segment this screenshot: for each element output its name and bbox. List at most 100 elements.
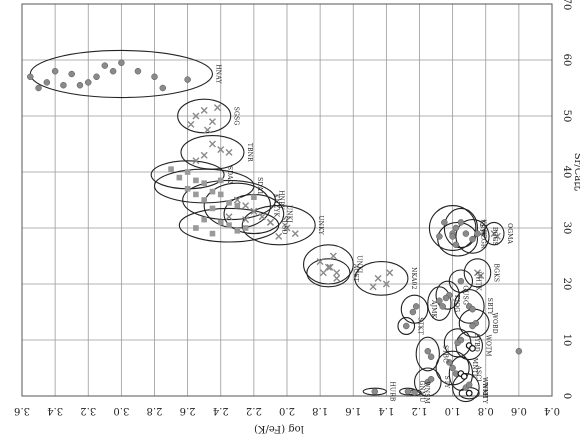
group-ellipse (303, 244, 354, 285)
group-label: GNMU (418, 380, 425, 402)
x-tick-label: 2.8 (147, 405, 163, 416)
y-tick-label: 60 (561, 54, 572, 67)
group-label: ASCI (475, 364, 482, 382)
data-point (386, 269, 394, 277)
data-point (201, 216, 207, 223)
data-point (369, 283, 377, 291)
data-point (374, 274, 382, 282)
group-ellipse (362, 387, 387, 396)
data-point (60, 81, 67, 89)
data-point (76, 81, 84, 89)
data-point (208, 140, 216, 148)
data-point (452, 224, 460, 232)
data-point (225, 213, 233, 221)
data-point (469, 345, 476, 352)
group-ellipse (306, 258, 351, 288)
data-point (204, 126, 211, 134)
data-point (200, 151, 208, 159)
group-ellipse (463, 258, 492, 288)
data-point (324, 263, 332, 271)
x-tick-label: 0.4 (544, 405, 560, 416)
data-point (382, 280, 390, 288)
data-point (234, 228, 241, 234)
data-point (151, 73, 158, 81)
data-point (329, 252, 337, 260)
y-tick-label: 0 (561, 393, 572, 399)
data-point (193, 177, 199, 184)
data-point (217, 219, 224, 226)
group-label: TBNR (246, 143, 253, 162)
group-ellipse (415, 336, 440, 372)
group-label: SDA2 (226, 166, 233, 184)
data-point (242, 216, 250, 224)
group-label: SDSD (281, 216, 288, 235)
data-point (412, 303, 420, 310)
data-point (275, 232, 283, 240)
group-ellipse (428, 205, 477, 251)
group-label: WOTM (484, 335, 491, 357)
group-ellipse (413, 367, 442, 397)
data-point (201, 180, 207, 186)
y-tick-label: 20 (561, 278, 572, 291)
group-label: STBC (441, 345, 448, 363)
data-point (134, 67, 142, 75)
data-point (333, 274, 341, 282)
data-point (201, 197, 207, 203)
data-point (109, 67, 117, 75)
data-point (469, 235, 476, 243)
data-point (242, 225, 249, 231)
x-tick-label: 0.6 (511, 405, 527, 416)
data-point (319, 269, 327, 277)
group-ellipse (453, 289, 485, 324)
data-point (226, 222, 232, 228)
group-label: UNKI (355, 255, 362, 273)
y-tick-label: 10 (561, 334, 572, 347)
x-tick-label: 1.6 (345, 405, 361, 416)
data-point (209, 205, 216, 212)
data-point (200, 106, 208, 114)
y-tick-label: 30 (561, 222, 572, 235)
group-label: WMTY (481, 383, 488, 405)
data-point (118, 59, 125, 67)
data-point (27, 73, 34, 81)
group-label: KJOG (453, 295, 460, 312)
group-ellipse (455, 219, 490, 254)
group-label: KZGR (479, 230, 486, 249)
group-label: MNTL (471, 358, 478, 378)
data-point (242, 202, 250, 210)
data-point (184, 169, 191, 175)
data-point (446, 359, 453, 366)
group-label: KJNK (479, 219, 486, 237)
data-point (411, 389, 418, 396)
data-point (168, 166, 174, 172)
group-ellipse (437, 221, 479, 257)
plot-frame (21, 3, 553, 397)
group-label: UNKY (317, 216, 324, 236)
y-axis-title: Sr/Ca比 (572, 153, 580, 192)
group-label: HURB (388, 382, 395, 402)
data-point (209, 230, 216, 237)
grid (21, 3, 553, 397)
group-label: NKA02 (410, 267, 417, 289)
group-ellipse (483, 221, 505, 246)
data-point (35, 84, 42, 92)
data-point (250, 207, 258, 215)
group-label: TSTY (478, 220, 485, 238)
group-label: UNKJ (286, 205, 293, 223)
data-point (217, 191, 224, 198)
data-point (465, 381, 473, 389)
data-point (316, 258, 324, 266)
group-ellipse (400, 294, 429, 324)
x-tick-label: 0.8 (478, 405, 494, 416)
data-point (439, 303, 446, 310)
x-axis-title: log (Fe/K) (254, 423, 304, 434)
group-ellipse (354, 261, 409, 296)
tick-labels: 3.6 3.4 3.2 3.0 2.8 2.6 2.4 2.2 2.0 1.8 1.6 1.4 1.2 1… (14, 0, 572, 416)
data-point (193, 191, 199, 198)
data-point (43, 79, 51, 86)
group-label: HNRY (277, 190, 284, 210)
data-point (208, 118, 216, 126)
data-point (457, 219, 465, 226)
data-point (371, 388, 379, 395)
